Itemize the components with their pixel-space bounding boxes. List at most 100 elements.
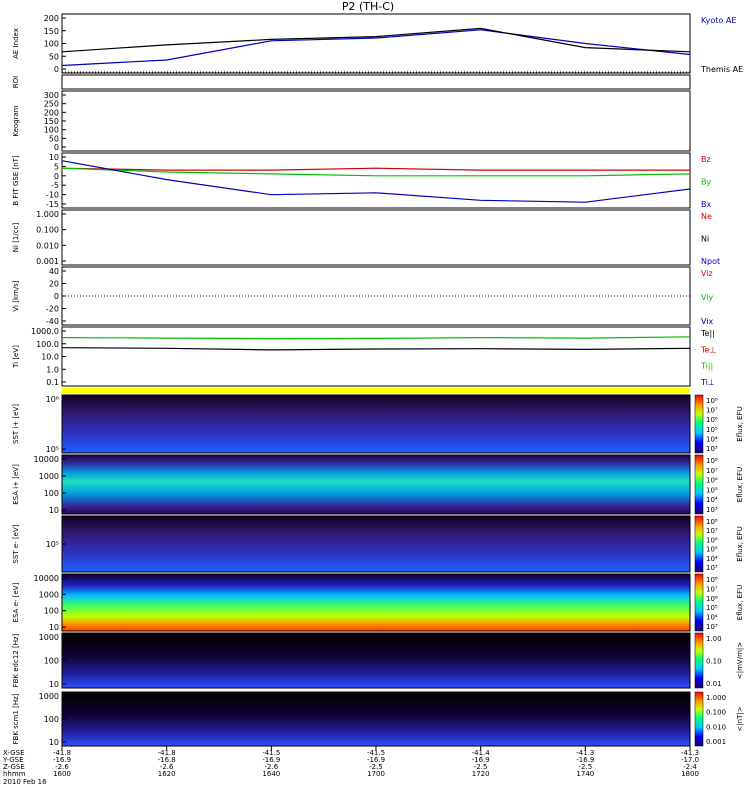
y-axis-label: FBK scm1 [Hz]	[12, 693, 20, 744]
y-axis-label: B FIT GSE [nT]	[12, 155, 20, 206]
footer-value-x: -41.3	[576, 749, 594, 757]
panel-frame	[61, 573, 691, 632]
y-tick-label: 100	[44, 489, 59, 498]
series-line-themisae	[61, 27, 691, 53]
colorbar-scale	[694, 632, 704, 689]
y-tick-label: 50	[49, 134, 59, 143]
series-line-te	[61, 347, 691, 351]
y-tick-label: 100	[44, 657, 59, 666]
y-tick-label: 10	[49, 153, 59, 162]
y-tick-label: 10	[49, 623, 59, 632]
footer-value-y: -16.9	[262, 756, 280, 764]
colorbar-tick-label: 10⁴	[706, 496, 718, 504]
y-tick-label: 0	[54, 143, 59, 152]
colorbar-scale	[694, 573, 704, 632]
colorbar-tick-label: 10⁵	[706, 486, 718, 494]
legend-entry: Vix	[701, 317, 714, 326]
panel-esa_e: 10000 1000 100 10 ESA e- [eV]	[12, 573, 691, 632]
spectrogram-sst_i	[62, 395, 690, 453]
colorbar-scale	[694, 515, 704, 573]
plot-title: P2 (TH-C)	[342, 0, 394, 13]
y-tick-label: 100	[44, 607, 59, 616]
colorbar-tick-label: 10⁶	[706, 536, 718, 544]
legend-entry: Viz	[701, 269, 713, 278]
y-axis-label: SST e- [eV]	[12, 524, 20, 563]
footer-value-z: -2.5	[578, 763, 592, 771]
legend-entry: Bz	[701, 155, 711, 164]
colorbar-tick-label: 10³	[706, 564, 718, 572]
spectrogram-sst_e	[62, 516, 690, 572]
panel-ti: 1000.0 100.0 10.0 1.0 0.1 Ti [eV] Te|| Te⊥ Ti|| T…	[12, 326, 716, 387]
panel-ae: 200 150 100 50 0 AE Index Kyoto AE Themis AE	[12, 13, 743, 74]
y-tick-label: 1000	[39, 633, 59, 642]
colorbar-tick-label: 10⁷	[706, 407, 718, 415]
y-axis-label: Ti [eV]	[12, 345, 20, 369]
legend-entry: Ne	[701, 212, 712, 221]
y-tick-label: 10	[49, 506, 59, 515]
footer-value-t: 1800	[681, 770, 699, 778]
spectrogram-esa_i	[62, 455, 690, 514]
y-tick-label: 200	[44, 14, 59, 23]
y-tick-label: -20	[46, 305, 59, 314]
footer-row-label: hhmm	[3, 770, 26, 778]
footer-value-z: -2.6	[55, 763, 69, 771]
y-tick-label: 10000	[34, 574, 59, 583]
footer-value-t: 1740	[576, 770, 594, 778]
series-line-ti	[61, 336, 691, 340]
y-tick-label: -40	[46, 317, 59, 326]
colorbar-tick-label: 10⁸	[706, 518, 718, 526]
y-axis-label: SST i+ [eV]	[12, 404, 20, 444]
panel-frame	[61, 394, 691, 454]
colorbar-tick-label: 0.10	[706, 658, 722, 666]
series-line-bz	[61, 167, 690, 171]
footer-value-y: -16.9	[472, 756, 490, 764]
legend-entry: Themis AE	[700, 65, 743, 74]
footer-value-t: 1600	[53, 770, 71, 778]
y-tick-label: -15	[46, 200, 59, 209]
colorbar-tick-label: 10³	[706, 445, 718, 453]
y-axis-label: AE Index	[12, 28, 20, 59]
series-line-bx	[61, 160, 691, 203]
panel-fbk2: 1000 100 10 FBK scm1 [Hz]	[12, 691, 691, 747]
panel-frame	[61, 74, 691, 90]
footer-value-y: -16.9	[367, 756, 385, 764]
spectrogram-fbk1	[62, 633, 690, 688]
footer-value-z: -2.6	[264, 763, 278, 771]
colorbar-scale	[694, 691, 704, 747]
colorbar-tick-label: 1.000	[706, 694, 726, 702]
colorbar-scale	[694, 454, 704, 515]
y-tick-label: 1.000	[36, 210, 59, 219]
footer-row-label: Z-GSE	[3, 763, 25, 771]
colorbar-tick-label: 0.010	[706, 723, 726, 731]
spectrogram-fbk2	[62, 692, 690, 746]
y-tick-label: 10000	[34, 455, 59, 464]
panel-frame	[61, 90, 691, 152]
panel-roi: ROI	[12, 74, 691, 90]
y-tick-label: 1000	[39, 692, 59, 701]
colorbar-tick-label: 10⁷	[706, 467, 718, 475]
colorbar-tick-label: 10⁵	[706, 604, 718, 612]
y-axis-label: ESA e- [eV]	[12, 582, 20, 622]
legend-entry: Npot	[701, 257, 720, 266]
y-tick-label: 10⁵	[46, 445, 59, 454]
colorbar: 1.000 0.100 0.010 0.001 <|nT|>	[694, 691, 744, 747]
footer-value-x: -41.4	[472, 749, 491, 757]
spectrogram-esa_e	[62, 574, 690, 631]
footer-value-y: -17.0	[681, 756, 699, 764]
y-tick-label: 0.100	[36, 226, 59, 235]
colorbar-tick-label: 0.100	[706, 709, 726, 717]
colorbar-scale	[694, 394, 704, 454]
colorbar-label: <|mV/m|>	[736, 642, 744, 679]
panel-frame	[61, 326, 691, 387]
y-tick-label: -10	[46, 191, 59, 200]
panel-frame	[61, 152, 691, 209]
y-tick-label: 5	[54, 162, 59, 171]
y-tick-label: 1000.0	[31, 327, 59, 336]
colorbar-label: <|nT|>	[736, 706, 744, 731]
colorbar-tick-label: 10⁸	[706, 457, 718, 465]
y-tick-label: 1000	[39, 472, 59, 481]
colorbar-tick-label: 10⁷	[706, 585, 718, 593]
